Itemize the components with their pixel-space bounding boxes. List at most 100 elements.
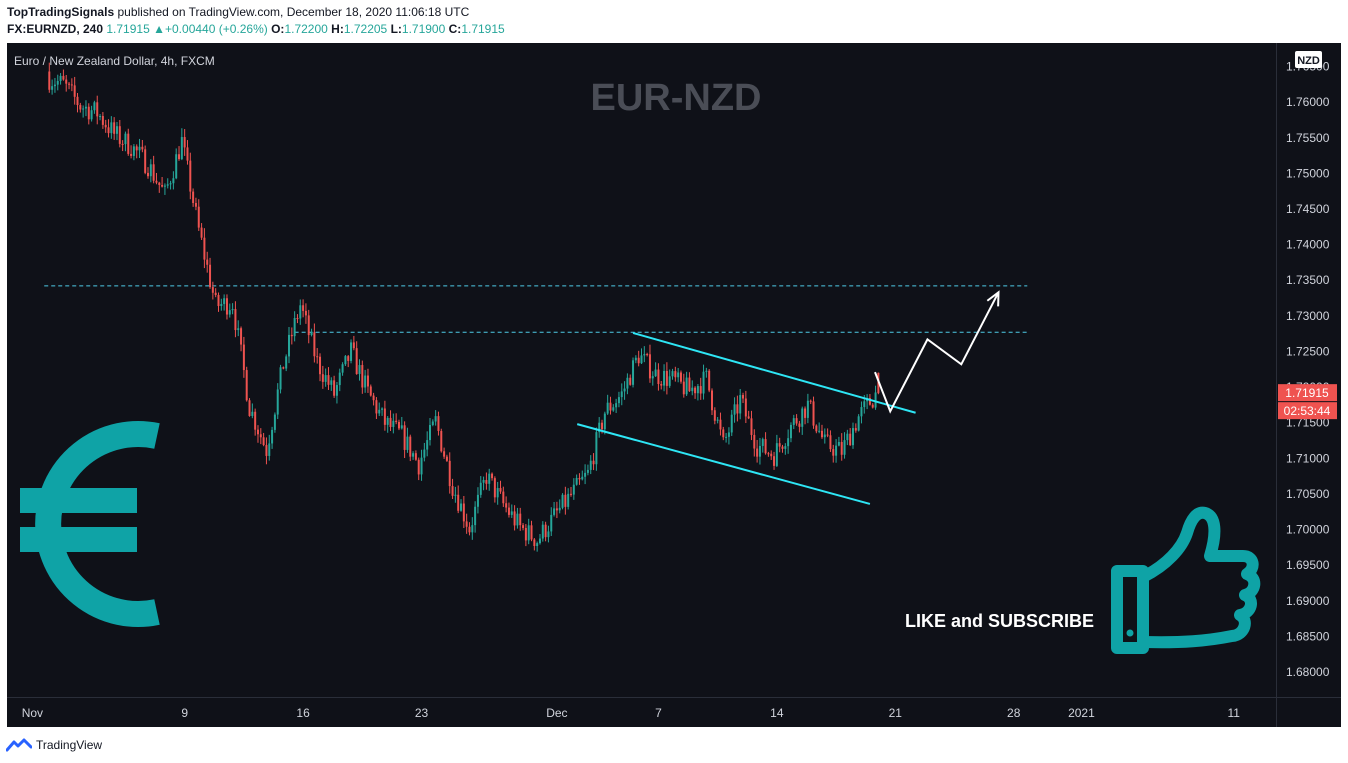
candle	[79, 102, 82, 113]
candle	[265, 437, 268, 465]
candle-body	[313, 332, 316, 357]
candle-body	[158, 182, 161, 186]
candle	[691, 380, 694, 396]
candle-body	[403, 425, 406, 450]
candle-body	[502, 491, 505, 504]
candle-body	[51, 86, 54, 90]
candle-body	[742, 395, 745, 399]
close-value: 1.71915	[461, 22, 505, 36]
x-axis-ticks: Nov 9 16 23 Dec 7 14 21 28 2021 11	[22, 706, 1241, 720]
candle-body	[172, 178, 175, 184]
candle	[87, 103, 90, 125]
candle	[679, 370, 682, 384]
candle	[688, 372, 691, 392]
price-chart[interactable]: EUR-NZD Euro / New Zealand Dollar, 4h, F…	[7, 43, 1341, 727]
candle	[516, 507, 519, 529]
candle	[372, 392, 375, 406]
candle-body	[854, 428, 857, 431]
time-axis[interactable]	[7, 697, 1276, 727]
candle-body	[412, 453, 415, 457]
candle-body	[713, 410, 716, 421]
candle	[871, 403, 874, 409]
candle-body	[175, 154, 178, 179]
candle-body	[852, 428, 854, 446]
candle-body	[240, 328, 243, 345]
candle-body	[319, 356, 322, 375]
candle-body	[406, 436, 409, 450]
candle	[214, 288, 217, 298]
candle	[206, 251, 209, 273]
chart-container[interactable]: EUR-NZD Euro / New Zealand Dollar, 4h, F…	[7, 43, 1341, 727]
candle	[335, 382, 338, 404]
candle-body	[358, 365, 361, 374]
candle	[197, 199, 200, 231]
candle-body	[352, 342, 355, 349]
candle	[823, 428, 826, 444]
candle-body	[801, 408, 804, 427]
candle-body	[135, 146, 138, 151]
candle	[646, 352, 649, 357]
candle-body	[304, 310, 307, 316]
candle	[843, 432, 846, 459]
candle	[228, 303, 231, 318]
candle-body	[321, 374, 324, 382]
candle-body	[612, 407, 615, 411]
candle	[584, 464, 587, 485]
candle-body	[696, 386, 699, 394]
candle	[708, 369, 711, 393]
high-value: 1.72205	[343, 22, 388, 36]
candle	[135, 144, 138, 159]
candle-body	[152, 164, 155, 181]
candle	[99, 114, 102, 121]
candle	[121, 140, 124, 152]
candle-body	[770, 453, 773, 457]
candle	[654, 362, 657, 377]
candle-body	[691, 387, 694, 392]
candle	[302, 299, 305, 318]
candle	[615, 398, 618, 413]
candle-body	[245, 370, 248, 401]
candle	[48, 62, 51, 93]
author-name[interactable]: TopTradingSignals	[7, 5, 115, 19]
candle-body	[144, 149, 147, 173]
candle	[319, 353, 322, 382]
projection-path	[874, 291, 1000, 414]
candle	[327, 367, 330, 390]
candle	[161, 176, 164, 188]
candle	[798, 420, 801, 433]
candle-body	[640, 355, 643, 364]
candle-body	[76, 96, 79, 106]
candle-body	[654, 369, 657, 377]
candle-body	[527, 525, 530, 541]
candle-body	[118, 126, 121, 144]
candle-body	[513, 511, 516, 526]
candle-body	[443, 451, 446, 457]
candle	[426, 431, 429, 457]
high-label: H:	[331, 22, 344, 36]
candle-body	[141, 146, 144, 150]
candle	[313, 323, 316, 363]
candle-body	[180, 137, 183, 160]
candle	[524, 524, 527, 547]
candle-body	[333, 380, 336, 396]
candle-body	[598, 422, 601, 433]
candle-body	[603, 413, 606, 430]
candle	[434, 410, 437, 426]
candle-body	[567, 493, 570, 507]
candle	[696, 383, 699, 401]
candle-body	[56, 80, 59, 85]
candle	[846, 429, 849, 446]
candle	[132, 144, 135, 161]
candle	[468, 522, 471, 536]
candle-body	[285, 356, 288, 369]
candle-body	[217, 295, 220, 307]
candle-body	[127, 133, 130, 154]
plot-area[interactable]	[7, 43, 1276, 697]
tradingview-brand[interactable]: TradingView	[6, 736, 102, 754]
candle-body	[355, 348, 358, 374]
candle	[820, 424, 823, 439]
candle-body	[262, 437, 265, 446]
watermark-text: EUR-NZD	[591, 77, 762, 119]
candle	[84, 100, 87, 117]
candle	[496, 481, 499, 505]
